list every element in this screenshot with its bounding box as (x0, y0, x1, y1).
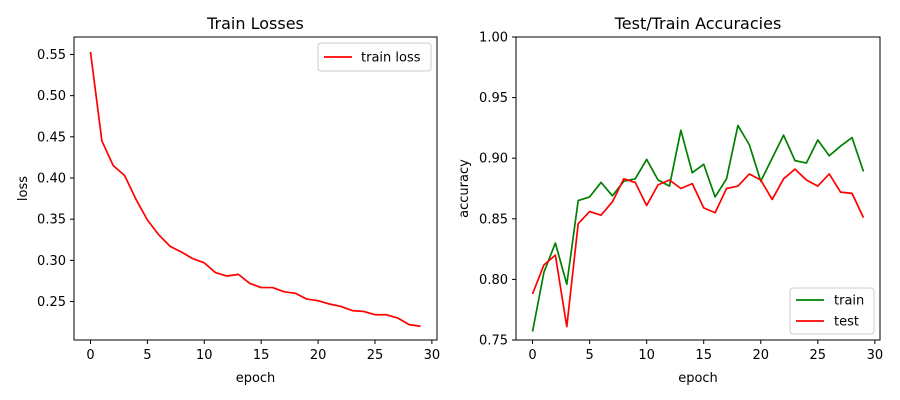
y-axis-label: accuracy (457, 159, 472, 218)
series-line-train (531, 124, 865, 332)
y-tick-label: 0.85 (479, 212, 508, 227)
chart-title: Train Losses (206, 14, 304, 33)
y-tick-label: 0.45 (37, 130, 66, 145)
x-tick-label: 20 (310, 348, 327, 363)
y-tick-label: 1.00 (479, 31, 508, 46)
y-tick-label: 0.25 (37, 295, 66, 310)
x-tick-label: 5 (585, 348, 593, 363)
legend-label-test: test (834, 315, 859, 330)
y-tick-label: 0.40 (37, 171, 66, 186)
y-tick-label: 0.30 (37, 254, 66, 269)
x-tick-label: 5 (143, 348, 151, 363)
x-tick-label: 15 (695, 348, 712, 363)
axis-ticks: 0 5 10 15 20 25 30 0.75 0.80 0.85 0.90 0.95 1.00 (479, 31, 883, 364)
legend-label-train-loss: train loss (361, 51, 421, 66)
x-tick-label: 30 (867, 348, 884, 363)
accuracies-chart: Test/Train Accuracies epoch accuracy 0 5 1… (457, 14, 883, 386)
y-axis-label: loss (16, 176, 31, 201)
plot-frame (73, 36, 438, 341)
y-tick-label: 0.35 (37, 213, 66, 228)
series-line-train-loss (89, 51, 421, 328)
y-tick-label: 0.50 (37, 89, 66, 104)
x-tick-label: 10 (196, 348, 213, 363)
y-tick-label: 0.75 (479, 334, 508, 349)
plot-frame (515, 36, 881, 341)
x-axis-label: epoch (678, 371, 718, 386)
x-tick-label: 10 (638, 348, 655, 363)
x-tick-label: 0 (528, 348, 536, 363)
x-tick-label: 25 (367, 348, 384, 363)
axis-ticks: 0 5 10 15 20 25 30 0.25 0.30 0.35 0.40 0.45 0.50 0.55 (37, 48, 440, 363)
x-axis-label: epoch (236, 371, 276, 386)
legend-frame (317, 42, 432, 72)
y-tick-label: 0.80 (479, 273, 508, 288)
legend: train loss (317, 42, 432, 72)
x-tick-label: 20 (752, 348, 769, 363)
y-tick-label: 0.95 (479, 91, 508, 106)
series-line-test (531, 168, 865, 328)
legend: train test (789, 287, 875, 335)
chart-title: Test/Train Accuracies (614, 14, 782, 33)
legend-label-train: train (834, 294, 864, 309)
train-losses-chart: Train Losses epoch loss 0 5 10 15 20 25 30 0.25… (16, 14, 440, 386)
y-tick-label: 0.55 (37, 48, 66, 63)
series-lines (531, 124, 865, 332)
x-tick-label: 25 (810, 348, 827, 363)
x-tick-label: 0 (86, 348, 94, 363)
x-tick-label: 30 (424, 348, 441, 363)
y-tick-label: 0.90 (479, 152, 508, 167)
series-lines (89, 51, 421, 328)
x-tick-label: 15 (253, 348, 270, 363)
